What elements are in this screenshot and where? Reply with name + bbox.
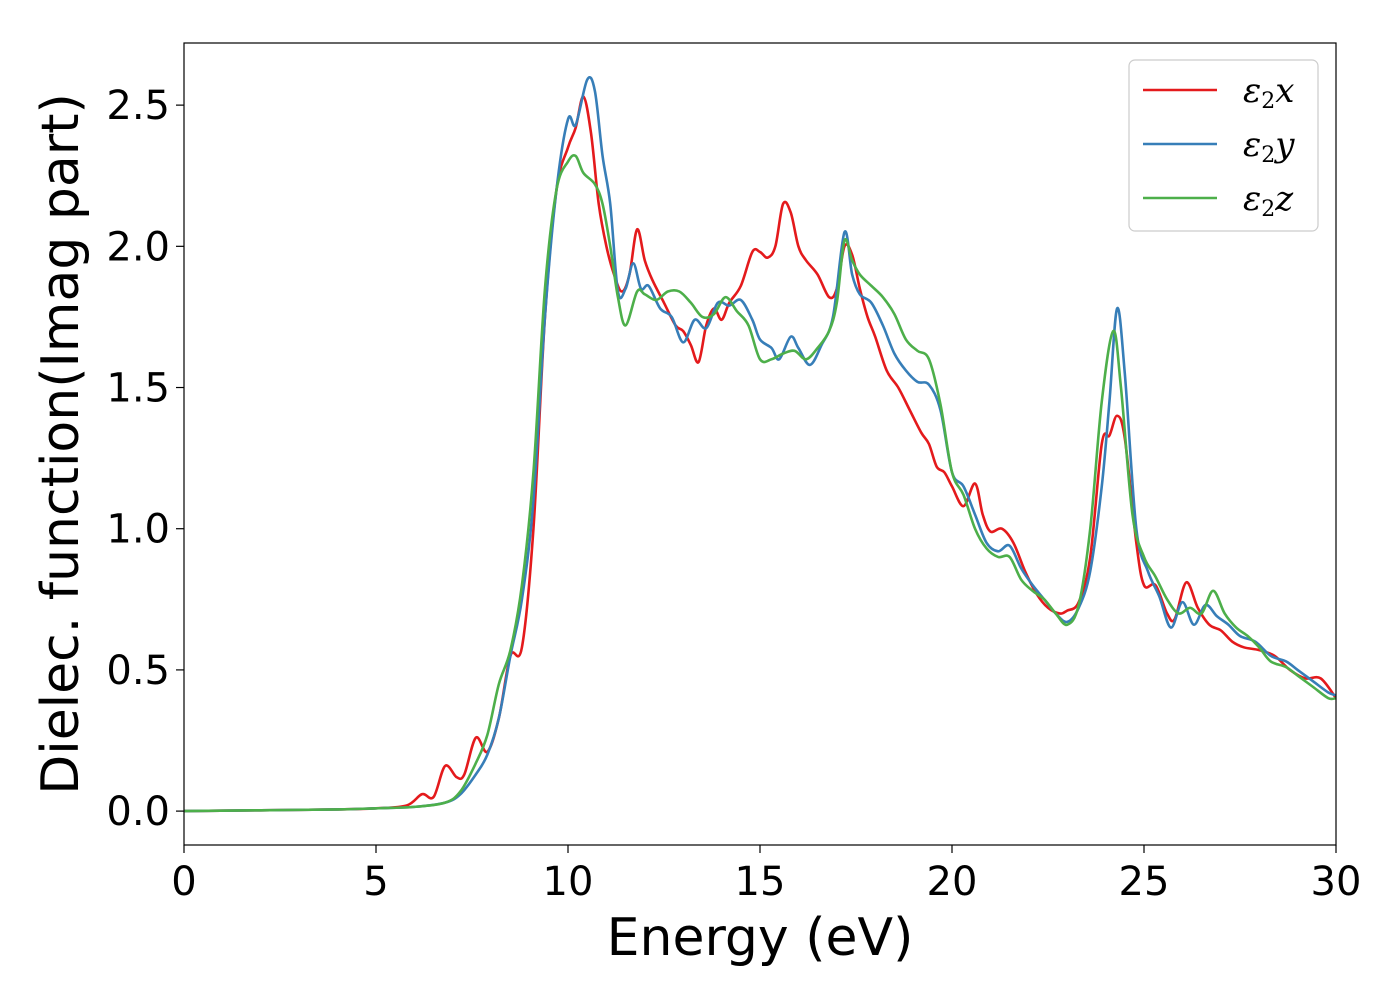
y-tick-label: 1.5	[106, 366, 170, 412]
y-axis: 0.0 0.5 1.0 1.5 2.0 2.5	[106, 83, 184, 835]
legend-box	[1128, 59, 1319, 232]
legend-label-y: ε2y	[1243, 125, 1295, 168]
legend-label-x: ε2x	[1243, 71, 1294, 114]
y-tick-label: 1.0	[106, 507, 170, 553]
legend: ε2x ε2y ε2z	[1128, 59, 1319, 232]
series-line-z	[184, 153, 1336, 813]
x-tick-label: 20	[927, 859, 978, 905]
x-tick-label: 25	[1119, 859, 1170, 905]
x-tick-label: 15	[735, 859, 786, 905]
x-tick-label: 10	[543, 859, 594, 905]
x-tick-label: 5	[363, 859, 388, 905]
legend-label-z: ε2z	[1243, 179, 1294, 222]
y-tick-label: 2.5	[106, 83, 170, 129]
y-tick-label: 0.5	[106, 648, 170, 694]
series-line-y	[184, 76, 1336, 813]
y-tick-label: 2.0	[106, 224, 170, 270]
x-axis: 0 5 10 15 20 25 30	[171, 845, 1361, 905]
y-axis-label: Dielec. function(Imag part)	[31, 93, 91, 795]
x-tick-label: 0	[171, 859, 196, 905]
y-tick-label: 0.0	[106, 789, 170, 835]
x-axis-label: Energy (eV)	[607, 908, 914, 968]
x-tick-label: 30	[1311, 859, 1362, 905]
series-layer	[184, 76, 1336, 813]
